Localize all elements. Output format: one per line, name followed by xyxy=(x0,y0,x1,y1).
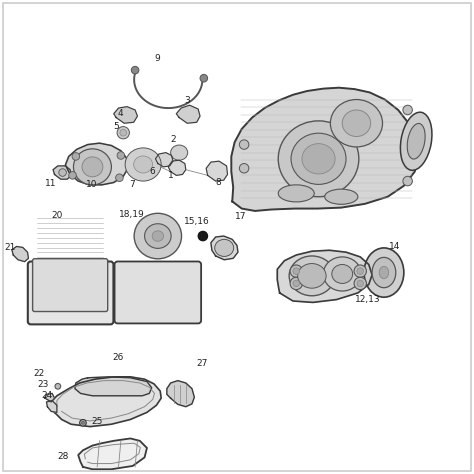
Ellipse shape xyxy=(342,110,371,137)
Text: 28: 28 xyxy=(57,452,69,461)
Circle shape xyxy=(200,74,208,82)
Circle shape xyxy=(354,277,366,290)
Polygon shape xyxy=(45,393,55,402)
Text: 22: 22 xyxy=(33,369,45,378)
FancyBboxPatch shape xyxy=(115,262,201,323)
FancyBboxPatch shape xyxy=(33,259,108,311)
Circle shape xyxy=(117,127,129,139)
Circle shape xyxy=(59,169,66,176)
Circle shape xyxy=(80,419,86,426)
Ellipse shape xyxy=(152,231,164,241)
Polygon shape xyxy=(53,166,71,179)
Text: 3: 3 xyxy=(184,96,190,105)
Ellipse shape xyxy=(298,264,326,288)
Text: 8: 8 xyxy=(216,178,221,187)
Ellipse shape xyxy=(278,121,359,197)
Circle shape xyxy=(403,176,412,186)
Polygon shape xyxy=(176,105,200,123)
Ellipse shape xyxy=(364,248,404,297)
Text: 9: 9 xyxy=(154,54,160,63)
Circle shape xyxy=(354,265,366,277)
Ellipse shape xyxy=(407,123,425,159)
Ellipse shape xyxy=(125,148,161,181)
Circle shape xyxy=(290,277,302,290)
Circle shape xyxy=(290,265,302,277)
Ellipse shape xyxy=(278,185,314,202)
Circle shape xyxy=(72,153,80,160)
Ellipse shape xyxy=(215,239,234,256)
Ellipse shape xyxy=(171,145,188,160)
Polygon shape xyxy=(155,153,173,167)
Ellipse shape xyxy=(332,264,353,283)
Text: 17: 17 xyxy=(235,212,246,221)
Ellipse shape xyxy=(302,144,335,174)
Polygon shape xyxy=(65,143,128,185)
Text: 24: 24 xyxy=(42,391,53,400)
Circle shape xyxy=(120,129,127,136)
Text: 14: 14 xyxy=(389,242,400,251)
Polygon shape xyxy=(46,401,57,412)
Text: 23: 23 xyxy=(37,380,48,389)
Text: 5: 5 xyxy=(113,122,118,131)
Polygon shape xyxy=(277,250,372,302)
Text: 1: 1 xyxy=(168,171,174,180)
Polygon shape xyxy=(206,161,228,181)
Circle shape xyxy=(357,268,364,274)
Ellipse shape xyxy=(323,257,361,291)
Text: 27: 27 xyxy=(197,359,208,368)
Ellipse shape xyxy=(291,133,346,184)
Ellipse shape xyxy=(82,157,103,177)
Circle shape xyxy=(117,152,125,159)
Ellipse shape xyxy=(401,112,432,170)
Circle shape xyxy=(55,383,61,389)
Circle shape xyxy=(116,174,123,182)
Polygon shape xyxy=(211,236,238,260)
Polygon shape xyxy=(78,438,147,469)
Circle shape xyxy=(357,280,364,287)
Text: 26: 26 xyxy=(113,353,124,362)
Polygon shape xyxy=(167,381,194,407)
Ellipse shape xyxy=(289,256,335,296)
Circle shape xyxy=(239,140,249,149)
Text: 6: 6 xyxy=(149,167,155,176)
Circle shape xyxy=(403,105,412,115)
Circle shape xyxy=(293,268,300,274)
Text: 12,13: 12,13 xyxy=(355,295,380,304)
FancyBboxPatch shape xyxy=(28,262,113,324)
Polygon shape xyxy=(168,160,186,175)
Ellipse shape xyxy=(372,257,396,288)
Text: 7: 7 xyxy=(129,180,135,189)
Text: 11: 11 xyxy=(45,179,56,188)
Text: 18,19: 18,19 xyxy=(119,210,145,219)
Ellipse shape xyxy=(325,189,358,204)
Circle shape xyxy=(131,66,139,74)
Polygon shape xyxy=(75,377,152,396)
Ellipse shape xyxy=(134,213,182,259)
Text: 10: 10 xyxy=(86,180,98,189)
Circle shape xyxy=(293,280,300,287)
Ellipse shape xyxy=(134,156,153,173)
Polygon shape xyxy=(114,107,137,123)
Ellipse shape xyxy=(330,100,383,147)
Text: 20: 20 xyxy=(51,211,63,220)
Ellipse shape xyxy=(145,224,171,248)
Ellipse shape xyxy=(73,149,111,185)
Polygon shape xyxy=(51,377,161,427)
Ellipse shape xyxy=(379,266,389,279)
Circle shape xyxy=(69,172,76,179)
Circle shape xyxy=(239,164,249,173)
Circle shape xyxy=(82,421,84,424)
Text: 4: 4 xyxy=(118,109,123,118)
Text: 2: 2 xyxy=(171,135,176,144)
Text: 25: 25 xyxy=(91,417,103,426)
Text: 21: 21 xyxy=(5,243,16,252)
Polygon shape xyxy=(12,246,28,262)
Text: 15,16: 15,16 xyxy=(184,217,210,226)
Polygon shape xyxy=(231,88,418,211)
Polygon shape xyxy=(126,151,160,178)
Circle shape xyxy=(198,231,208,241)
